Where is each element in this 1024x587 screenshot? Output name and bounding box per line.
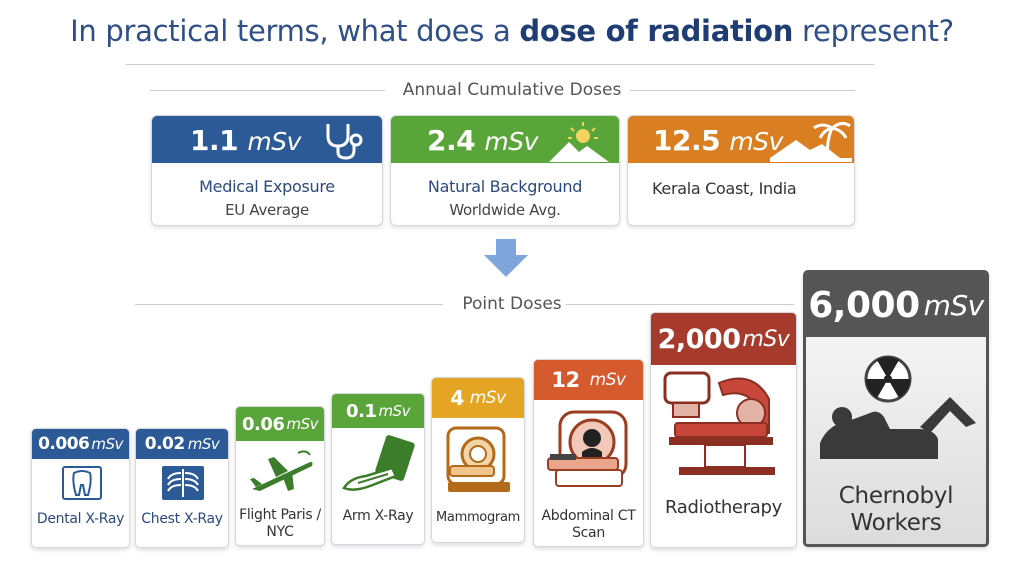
card-header: 2.4 mSv [391,116,619,163]
dose-number: 2.4 [427,124,476,157]
arm-xray-icon [342,435,415,491]
card-body: Medical Exposure EU Average [152,163,382,219]
dose-number: 12.5 [653,124,721,157]
arrow-down-icon [484,239,528,277]
radiation-hazard-icon [820,355,976,459]
title-text-end: represent? [793,14,954,48]
dose-number: 12 [551,368,580,392]
ct-scanner-icon [547,410,628,487]
card-label: Radiotherapy [664,497,783,518]
dose-unit: mSv [469,388,506,408]
dose-unit: mSv [378,402,410,420]
dose-number: 1.1 [190,124,239,157]
card-header: 6,000 mSv [806,273,986,337]
dose-unit: mSv [589,370,626,390]
divider [150,90,385,91]
point-card-flight: 0.06 mSv Flight Paris / NYC [235,406,325,546]
title-emphasis: dose of radiation [519,14,794,48]
card-label: Dental X-Ray [36,511,125,527]
card-header: 12 mSv [534,360,643,400]
airplane-icon [250,450,313,491]
annual-card-natural: 2.4 mSv Natural Background Worldwide Avg… [390,115,620,226]
dose-unit: mSv [286,415,318,433]
card-label: Flight Paris / NYC [239,507,321,540]
card-label: Abdominal CT Scan [541,508,636,541]
dose-unit: mSv [484,127,538,156]
divider [135,304,443,305]
point-card-radiotherapy: 2,000 mSv Radiotherapy [650,312,797,548]
title-text: In practical terms, what does a [70,14,520,48]
card-label: Chernobyl Workers [838,483,954,536]
annual-section-heading: Annual Cumulative Doses [0,80,1024,100]
card-body: Natural Background Worldwide Avg. [391,163,619,219]
ribcage-icon [162,466,204,500]
annual-card-medical: 1.1 mSv Medical Exposure EU Average [151,115,383,226]
mammogram-machine-icon [446,426,510,492]
dose-number: 0.006 [38,434,90,454]
title-divider [126,64,874,65]
point-card-ct: 12 mSv Abdominal CT Scan [533,359,644,547]
dose-unit: mSv [187,435,220,453]
point-section-heading: Point Doses [0,294,1024,314]
card-title: Kerala Coast, India [652,179,797,198]
point-card-mammogram: 4 mSv Mammogram [431,377,525,543]
sun-mountain-icon [549,122,609,162]
annual-heading-text: Annual Cumulative Doses [402,80,622,100]
dose-unit: mSv [742,326,790,352]
palm-tree-icon [770,121,852,162]
point-card-chernobyl: 6,000 mSv Chernobyl Workers [803,270,989,547]
card-title: Medical Exposure [199,177,335,196]
card-label: Arm X-Ray [342,508,414,524]
tooth-icon [62,466,102,500]
dose-number: 0.1 [346,400,377,422]
card-label: Chest X-Ray [141,511,223,527]
card-header: 4 mSv [432,378,524,418]
card-header: 0.1 mSv [332,394,424,428]
dose-value: 1.1 mSv [190,124,301,157]
card-header: 12.5 mSv [628,116,854,163]
point-heading-text: Point Doses [462,294,562,314]
dose-unit: mSv [729,127,783,156]
dose-number: 4 [450,386,464,410]
dose-number: 2,000 [657,323,741,355]
card-subtitle: Worldwide Avg. [449,201,561,219]
dose-unit: mSv [91,435,123,453]
divider [630,90,855,91]
point-card-arm: 0.1 mSv Arm X-Ray [331,393,425,545]
dose-unit: mSv [247,127,301,156]
card-subtitle: EU Average [225,201,309,219]
page-title: In practical terms, what does a dose of … [0,14,1024,48]
card-header: 1.1 mSv [152,116,382,163]
stethoscope-icon [326,124,363,160]
dose-unit: mSv [923,288,985,322]
card-header: 2,000 mSv [651,313,796,365]
card-header: 0.02 mSv [136,429,228,459]
dose-number: 0.02 [144,434,185,454]
dose-value: 2.4 mSv [427,124,538,157]
point-card-dental: 0.006 mSv Dental X-Ray [31,428,130,548]
card-label: Mammogram [436,510,520,525]
dose-value: 12.5 mSv [653,124,783,157]
card-header: 0.006 mSv [32,429,129,459]
card-body: Kerala Coast, India [628,163,854,198]
card-title: Natural Background [427,177,583,196]
dose-number: 0.06 [242,413,285,435]
card-header: 0.06 mSv [236,407,324,441]
point-card-chest: 0.02 mSv Chest X-Ray [135,428,229,548]
divider [566,304,794,305]
dose-number: 6,000 [808,284,920,326]
radiotherapy-machine-icon [663,371,775,475]
annual-card-kerala: 12.5 mSv Kerala Coast, India [627,115,855,226]
